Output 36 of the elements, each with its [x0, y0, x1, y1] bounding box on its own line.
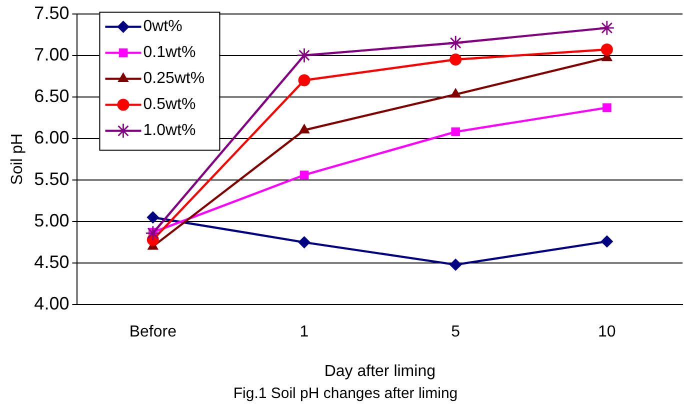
y-tick-label: 5.50	[34, 168, 70, 189]
point	[448, 35, 464, 51]
legend-label: 0.1wt%	[143, 44, 196, 62]
legend-label: 1.0wt%	[143, 122, 196, 140]
y-tick-label: 7.00	[34, 44, 70, 64]
y-tick-label: 6.00	[34, 127, 70, 148]
x-tick-label: 5	[451, 324, 460, 341]
point	[600, 44, 613, 56]
point	[600, 235, 613, 248]
point	[146, 211, 159, 224]
point	[599, 20, 615, 36]
legend-label: 0wt%	[143, 18, 182, 36]
x-axis-title: Day after liming	[324, 362, 436, 380]
point	[450, 258, 462, 271]
y-axis-title: Soil pH	[9, 133, 26, 185]
legend-label: 0.5wt%	[143, 96, 196, 114]
x-tick-label: 10	[598, 324, 616, 341]
point	[298, 124, 310, 134]
point	[298, 74, 310, 86]
legend-label: 0.25wt%	[143, 70, 205, 88]
point	[450, 53, 462, 66]
y-tick-label: 4.50	[34, 252, 70, 272]
point	[298, 236, 310, 248]
y-tick-label: 7.50	[34, 2, 70, 23]
point	[296, 48, 312, 64]
x-tick-label: Before	[129, 324, 177, 341]
point	[450, 88, 461, 98]
y-tick-label: 4.00	[34, 294, 70, 314]
caption: Fig.1 Soil pH changes after liming	[232, 385, 459, 403]
point	[300, 170, 309, 180]
point	[145, 225, 161, 241]
x-tick-label: 1	[300, 324, 309, 341]
point	[451, 127, 460, 136]
y-tick-label: 6.50	[34, 86, 70, 106]
y-tick-label: 5.00	[34, 210, 70, 230]
point	[602, 103, 612, 112]
